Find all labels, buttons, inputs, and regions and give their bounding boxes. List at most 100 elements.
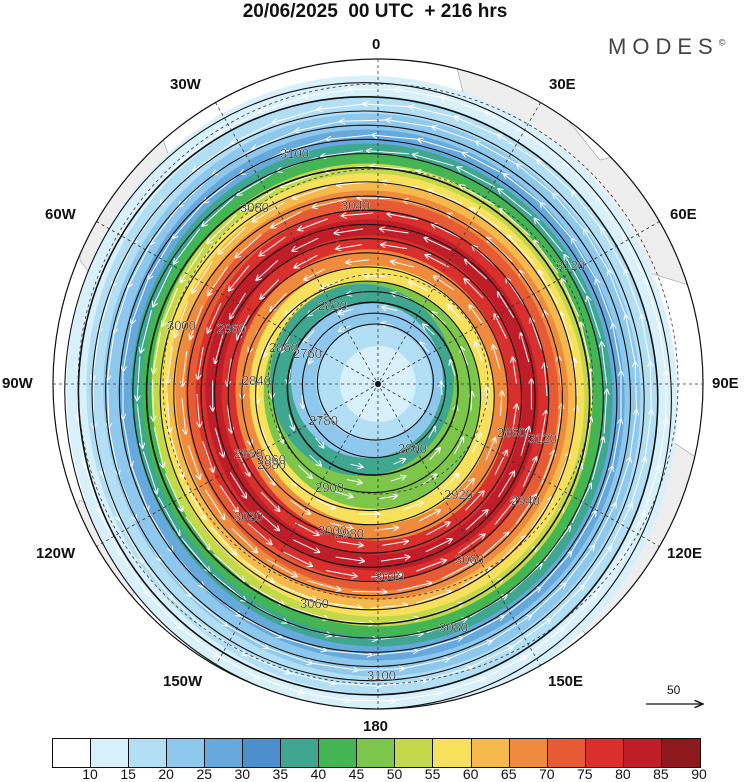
colorbar xyxy=(52,738,701,768)
contour-label: 3040 xyxy=(341,198,370,213)
streamline-arrow xyxy=(335,556,365,561)
streamline-arrow xyxy=(403,502,423,511)
streamline-arrow xyxy=(395,89,448,99)
streamline-arrow xyxy=(324,602,362,608)
streamline-arrow xyxy=(363,104,414,108)
streamline-arrow xyxy=(283,551,312,566)
contour-label: 2980 xyxy=(257,457,286,472)
streamline-arrow xyxy=(420,342,429,353)
streamline-arrow xyxy=(227,358,232,386)
streamline-arrow xyxy=(303,88,356,97)
streamline-arrow xyxy=(454,437,464,454)
streamline-arrow xyxy=(304,329,315,342)
streamline-arrow xyxy=(181,129,224,162)
streamline-arrow xyxy=(376,681,427,687)
streamline-arrow xyxy=(295,120,342,131)
streamline-arrow xyxy=(302,394,303,408)
lon-label-30w: 30W xyxy=(170,76,201,93)
streamline-arrow xyxy=(242,652,289,673)
lon-label-30e: 30E xyxy=(549,76,576,93)
colorbar-tick-label: 30 xyxy=(234,766,251,782)
lon-label-150w: 150W xyxy=(163,673,203,690)
colorbar-tick-label: 35 xyxy=(272,766,289,782)
streamline-arrow xyxy=(457,479,474,498)
streamline-arrow xyxy=(263,336,272,357)
streamline-arrow xyxy=(271,210,302,227)
streamline-arrow xyxy=(425,238,452,251)
streamline-arrow xyxy=(237,172,275,195)
streamline-arrow xyxy=(513,358,518,385)
streamline-arrow xyxy=(387,214,419,220)
streamline-arrow xyxy=(219,484,238,512)
contour-label: 3100 xyxy=(280,146,309,161)
streamline-arrow xyxy=(500,209,531,237)
streamline-arrow xyxy=(292,237,319,251)
streamline-arrow xyxy=(292,539,319,552)
streamline-arrow xyxy=(434,679,485,696)
streamline-arrow xyxy=(380,557,410,562)
streamline-arrow xyxy=(167,346,173,384)
contour-label: 2980 xyxy=(335,526,364,541)
streamline-arrow xyxy=(426,522,450,536)
colorbar-tick-label: 55 xyxy=(424,766,441,782)
colorbar-tick-label: 70 xyxy=(538,766,555,782)
lon-label-180: 180 xyxy=(363,718,389,735)
streamline-arrow xyxy=(309,454,321,466)
streamline-arrow xyxy=(537,160,576,195)
streamline-arrow xyxy=(171,440,183,478)
streamline-arrow xyxy=(117,516,143,562)
streamline-arrow xyxy=(321,279,341,288)
height-contour xyxy=(77,96,659,696)
colorbar-tick-label: 65 xyxy=(500,766,517,782)
streamline-arrow xyxy=(428,427,436,439)
streamline-arrow xyxy=(229,265,250,291)
streamline-arrow xyxy=(330,522,353,529)
streamline-arrow xyxy=(358,514,380,515)
contour-label: 3000 xyxy=(167,318,196,333)
colorbar-swatch xyxy=(395,739,434,767)
streamline-arrow xyxy=(391,261,414,268)
streamline-arrow xyxy=(260,464,275,485)
streamline-arrow xyxy=(486,387,487,409)
streamline-arrow xyxy=(189,594,227,626)
streamline-arrow xyxy=(659,324,667,379)
streamline-arrow xyxy=(340,120,389,122)
streamline-arrow xyxy=(529,584,566,617)
streamline-arrow xyxy=(493,345,500,369)
streamline-arrow xyxy=(416,560,446,572)
streamline-arrow xyxy=(153,427,163,467)
streamline-arrow xyxy=(540,552,571,587)
brand-text: MODES xyxy=(608,34,719,59)
streamline-arrow xyxy=(644,410,652,462)
streamline-arrow xyxy=(626,315,636,364)
streamline-arrow xyxy=(187,445,200,479)
colorbar-tick-label: 50 xyxy=(386,766,403,782)
streamline-arrow xyxy=(584,230,610,273)
streamline-arrow xyxy=(495,314,507,339)
streamline-arrow xyxy=(382,307,398,310)
streamline-arrow xyxy=(339,325,351,331)
streamline-arrow xyxy=(460,185,495,206)
colorbar-tick-label: 25 xyxy=(196,766,213,782)
streamline-arrow xyxy=(450,360,456,376)
streamline-arrow xyxy=(498,536,526,563)
streamline-arrow xyxy=(352,592,386,593)
streamline-arrow xyxy=(581,323,591,363)
streamline-arrow xyxy=(602,228,627,274)
streamline-arrow xyxy=(553,194,586,232)
streamline-arrow xyxy=(174,623,218,657)
contour-label: 3120 xyxy=(528,431,557,446)
streamline-arrow xyxy=(521,333,530,363)
streamline-arrow xyxy=(337,540,363,545)
streamline-arrow xyxy=(418,510,440,522)
streamline-arrow xyxy=(541,203,572,238)
streamline-arrow xyxy=(204,174,240,202)
streamline-arrow xyxy=(349,89,403,90)
streamline-arrow xyxy=(455,117,502,138)
streamline-arrow xyxy=(270,292,287,311)
streamline-arrow xyxy=(257,381,258,403)
streamline-arrow xyxy=(330,682,380,686)
streamline-arrow xyxy=(99,282,115,332)
streamline-arrow xyxy=(591,369,592,411)
